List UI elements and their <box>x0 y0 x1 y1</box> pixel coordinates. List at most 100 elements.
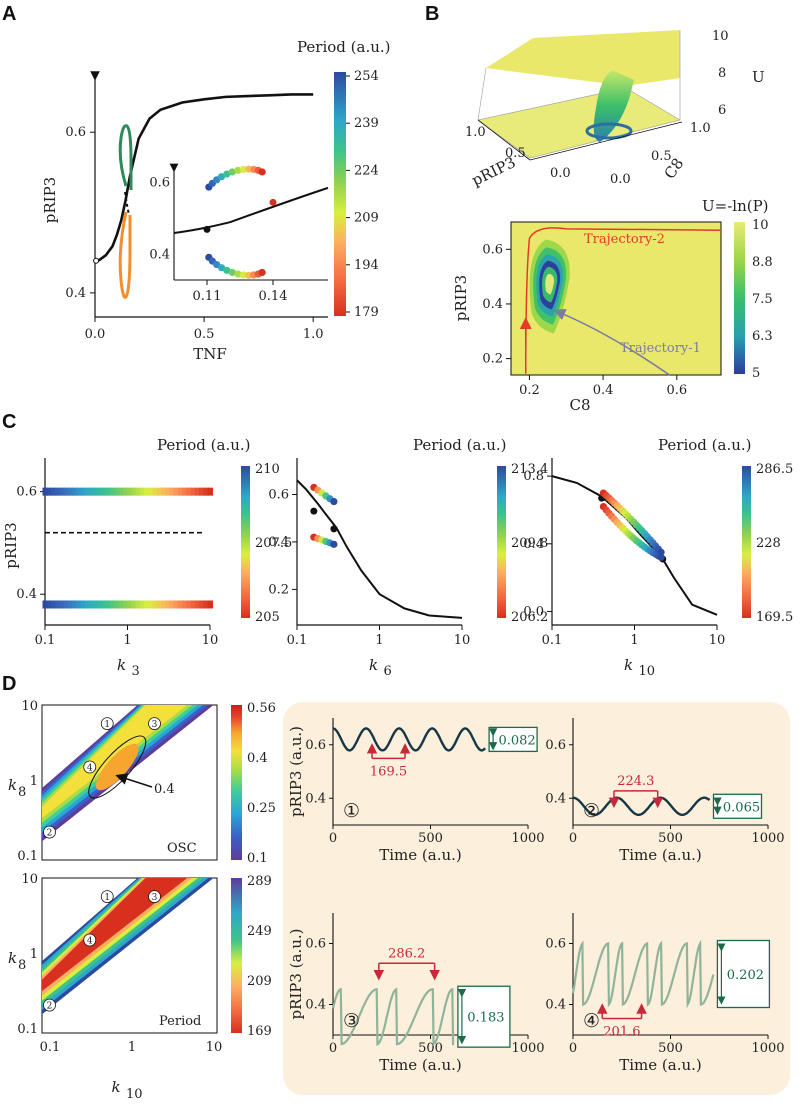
d-period-band <box>42 878 214 1015</box>
d-ts-y-tick-label: 0.6 <box>545 738 566 753</box>
d-y-tick-label: 0.1 <box>17 849 38 864</box>
c1-cycle-min-mark <box>67 600 74 609</box>
c-x-label: k <box>624 656 633 674</box>
a-inset-cycle-max-point <box>258 168 266 176</box>
b-y-tick: 0.5 <box>505 146 526 161</box>
c1-cycle-max-mark <box>144 487 150 496</box>
c1-cycle-max-mark <box>156 487 163 496</box>
d-y-label-subscript: 8 <box>18 785 26 800</box>
c-x-tick-label: 0.1 <box>287 633 308 648</box>
d-osc-label: OSC <box>167 841 197 856</box>
c1-cycle-min-mark <box>131 600 137 609</box>
b-x-tick: 1.0 <box>690 121 711 136</box>
a-inset-cycle-max-point <box>239 165 248 174</box>
a-inset-cycle-min-point <box>223 266 231 274</box>
c1-cycle-max-mark <box>76 487 82 496</box>
c-x-tick-label: 1 <box>630 633 638 648</box>
d-ts-trace <box>572 796 711 816</box>
a-inset-cycle-max-point <box>223 170 231 178</box>
c1-cycle-min-mark <box>72 600 78 609</box>
c1-cycle-min-mark <box>165 600 171 609</box>
c-y-label: pRIP3 <box>2 522 20 568</box>
c1-cycle-min-mark <box>169 600 175 609</box>
d-ts-panel-number: ③ <box>343 1010 360 1032</box>
c1-cycle-min-mark <box>135 600 142 609</box>
c2-hopf-point <box>310 507 318 515</box>
c1-cycle-max-mark <box>80 487 87 496</box>
c1-cycle-min-mark <box>152 600 158 609</box>
a-steady-state-curve <box>94 93 314 263</box>
d-x-label: k <box>111 1078 120 1096</box>
c1-cycle-min-mark <box>118 600 125 609</box>
a-colorbar-label: 209 <box>354 211 379 226</box>
d-ts-amplitude-value: 0.065 <box>723 800 760 815</box>
d-period-band <box>42 878 193 996</box>
c2-cycle-min-point <box>330 540 338 548</box>
d-ts-trace <box>331 987 455 1047</box>
c2-hopf-point <box>330 525 338 533</box>
a-inset-steady-curve <box>173 186 329 235</box>
d-colorbar-label: 0.4 <box>247 751 268 766</box>
d-y-tick-label: 1 <box>30 774 38 789</box>
b-z-tick: 6 <box>718 103 726 118</box>
c1-cycle-max-mark <box>152 487 158 496</box>
d-period-band <box>42 878 188 992</box>
b-colorbar-label: 10 <box>752 218 769 233</box>
a-colorbar-label: 179 <box>354 305 379 320</box>
b-floor-ring <box>585 122 633 140</box>
b-c8-axis <box>529 121 683 161</box>
d-ts-trace <box>332 727 486 752</box>
c-x-tick-label: 10 <box>202 633 219 648</box>
c1-cycle-max-mark <box>97 487 103 496</box>
a-x-tick-label: 0.5 <box>194 327 215 342</box>
c1-cycle-max-mark <box>139 487 146 496</box>
c1-cycle-max-mark <box>186 487 192 496</box>
d-ts-panel-number: ④ <box>583 1010 600 1032</box>
a-colorbar-label: 194 <box>354 258 379 273</box>
b-frame-edge <box>477 67 487 121</box>
d-period-band <box>42 878 209 1010</box>
c1-cycle-min-mark <box>160 600 167 609</box>
d-ts-amplitude-value: 0.183 <box>467 1011 504 1026</box>
d-ts-panel-number: ① <box>343 800 360 822</box>
b-z-tick: 8 <box>718 66 726 81</box>
d-colorbar-label: 0.25 <box>247 801 276 816</box>
d-y-tick-label: 10 <box>21 872 38 887</box>
c1-cycle-max-mark <box>122 487 129 496</box>
d-colorbar-label: 169 <box>247 1024 272 1039</box>
c1-cycle-min-mark <box>89 600 95 609</box>
a-inset-cycle-min-point <box>258 268 266 277</box>
c1-cycle-min-mark <box>207 600 213 609</box>
d-y-tick-label: 10 <box>21 699 38 714</box>
d-sample-point-marker <box>83 933 97 947</box>
c-y-tick-label: 0.4 <box>268 535 289 550</box>
a-y-tick-label: 0.4 <box>65 286 86 301</box>
panel-label-b: B <box>425 3 439 25</box>
d-y-label: k <box>8 776 17 794</box>
b-y-tick-label: 0.4 <box>482 297 503 312</box>
b-colorbar-label: 7.5 <box>752 292 773 307</box>
c1-cycle-min-mark <box>63 600 70 609</box>
a-x-label: TNF <box>193 345 227 363</box>
c1-cycle-max-mark <box>55 487 61 496</box>
b-colorbar <box>734 222 745 374</box>
c1-cycle-min-mark <box>50 600 57 609</box>
d-ts-x-tick-label: 1000 <box>751 831 784 846</box>
a-limit-cycle-max <box>118 124 133 190</box>
c1-cycle-min-mark <box>156 600 163 609</box>
c1-cycle-min-mark <box>122 600 129 609</box>
b-y-tick-label: 0.6 <box>482 242 503 257</box>
d-colorbar-label: 209 <box>247 974 272 989</box>
a-inset-y-label: 0.4 <box>149 248 170 263</box>
c1-cycle-max-mark <box>59 487 65 496</box>
d-ts-amplitude-value: 0.202 <box>727 968 764 983</box>
d-ts-x-tick-label: 0 <box>569 1041 577 1056</box>
c1-cycle-max-mark <box>114 487 120 496</box>
c-x-tick-label: 0.1 <box>35 633 56 648</box>
c1-cycle-max-mark <box>207 487 213 496</box>
d-ts-period-value: 224.3 <box>617 774 654 789</box>
d-x-tick-label: 1 <box>128 1040 136 1055</box>
a-inset-hopf-point <box>203 225 211 233</box>
